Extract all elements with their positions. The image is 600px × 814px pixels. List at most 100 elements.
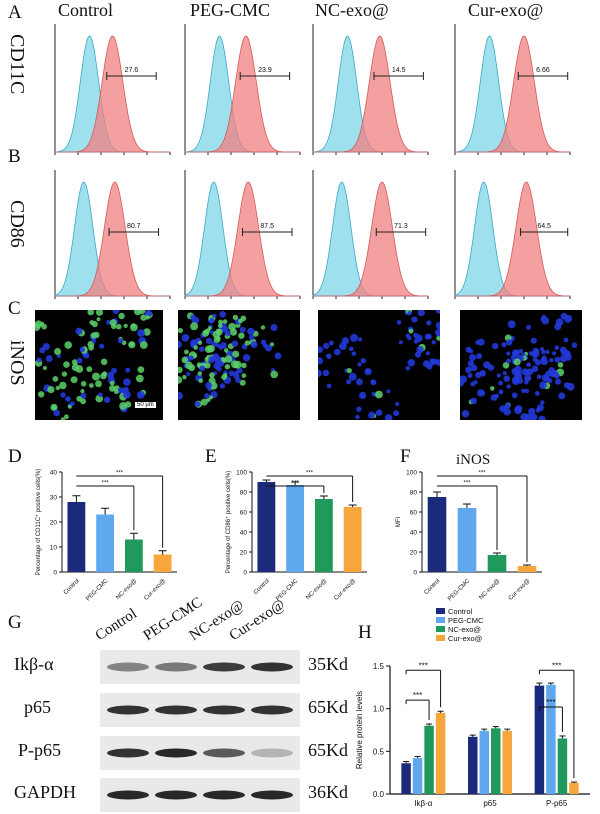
- protein-band: [107, 705, 149, 715]
- nucleus: [502, 371, 507, 376]
- nucleus: [407, 335, 412, 341]
- nucleus: [524, 380, 529, 385]
- inos-positive-cell: [34, 320, 43, 329]
- histogram-marker-curve: [455, 181, 571, 297]
- inos-positive-cell: [202, 329, 210, 337]
- significance-stars: ***: [552, 661, 561, 670]
- y-tick-label: 40: [410, 530, 418, 537]
- significance-stars: ***: [463, 481, 471, 487]
- nucleus: [563, 337, 569, 343]
- histogram-cd11c-1: 23.9: [184, 24, 301, 155]
- nucleus: [407, 359, 416, 367]
- protein-band: [155, 662, 197, 672]
- legend-swatch: [436, 626, 445, 632]
- nucleus: [487, 364, 495, 371]
- nucleus: [512, 377, 520, 385]
- x-tick-label: NC-exo@: [305, 578, 328, 601]
- inos-positive-cell: [52, 405, 57, 410]
- nucleus: [503, 407, 511, 416]
- flow-cytometry-histograms: 27.6 23.9 14.5 6.66 80.7 87.5 71.3 64.5: [54, 24, 571, 299]
- nucleus: [315, 357, 324, 365]
- scale-bar-label: 50 μm: [135, 402, 156, 408]
- nucleus: [70, 401, 75, 407]
- legend-swatch: [436, 635, 445, 641]
- inos-positive-cell: [181, 356, 189, 364]
- y-axis-label: Percentage of CD11C⁺ positive cells(%): [35, 469, 42, 575]
- inos-positive-cell: [230, 360, 239, 369]
- nucleus: [45, 355, 53, 362]
- significance-stars: ***: [546, 698, 555, 707]
- nucleus: [194, 401, 201, 407]
- histogram-marker-curve: [313, 35, 429, 153]
- x-tick-label: Control: [253, 578, 271, 596]
- nucleus: [350, 333, 358, 342]
- inos-positive-cell: [88, 344, 94, 351]
- nucleus: [103, 396, 111, 403]
- nucleus: [233, 371, 239, 376]
- significance-stars: ***: [292, 481, 300, 487]
- bar: [412, 758, 423, 794]
- nucleus: [398, 340, 403, 345]
- histogram-cd86-1: 87.5: [184, 170, 301, 299]
- bar: [457, 508, 477, 572]
- inos-positive-cell: [92, 372, 100, 381]
- size-label-ikb: 35Kd: [308, 654, 348, 674]
- nucleus: [360, 358, 366, 364]
- inos-positive-cell: [241, 362, 247, 369]
- group-header-nc-exo: NC-exo@: [315, 0, 389, 20]
- inos-positive-cell: [244, 340, 250, 346]
- bar: [343, 507, 362, 572]
- nucleus: [190, 339, 198, 347]
- nucleus: [532, 357, 538, 362]
- inos-positive-cell: [118, 312, 125, 320]
- nucleus: [524, 413, 533, 422]
- y-tick-label: 0: [243, 570, 247, 577]
- nucleus: [219, 383, 226, 389]
- nucleus: [117, 338, 124, 344]
- nucleus: [174, 340, 182, 348]
- nucleus: [435, 321, 444, 330]
- y-tick-label: 20: [410, 550, 418, 557]
- protein-band: [107, 790, 149, 800]
- inos-positive-cell: [86, 366, 93, 372]
- panel-letter-f: F: [400, 446, 411, 467]
- inos-positive-cell: [100, 358, 108, 366]
- gate-percentage: 64.5: [537, 223, 551, 230]
- inos-positive-cell: [54, 348, 62, 355]
- nucleus: [36, 357, 42, 363]
- inos-positive-cell: [176, 366, 183, 374]
- protein-label-ikb: Ikβ-α: [14, 654, 54, 674]
- nucleus: [274, 352, 282, 360]
- gate-percentage: 6.66: [536, 67, 550, 74]
- nucleus: [189, 355, 194, 361]
- nucleus: [228, 370, 235, 377]
- inos-positive-cell: [143, 328, 151, 336]
- nucleus: [511, 392, 518, 399]
- y-tick-label: 100: [406, 470, 417, 477]
- inos-positive-cell: [113, 389, 119, 395]
- nucleus: [411, 316, 418, 323]
- nucleus: [536, 374, 542, 379]
- nucleus: [425, 351, 430, 356]
- x-tick-label: Ikβ-α: [414, 799, 432, 808]
- inos-positive-cell: [59, 381, 67, 390]
- nucleus: [112, 307, 120, 314]
- histogram-marker-curve: [55, 35, 170, 153]
- inos-positive-cell: [224, 364, 231, 370]
- protein-band: [251, 790, 293, 800]
- inos-positive-cell: [38, 391, 45, 398]
- nucleus: [549, 358, 554, 363]
- nucleus: [469, 354, 477, 361]
- protein-label-p65: p65: [24, 697, 51, 717]
- nucleus: [322, 369, 330, 377]
- nucleus: [514, 365, 522, 374]
- nucleus: [501, 342, 507, 348]
- x-tick-label: NC-exo@: [115, 578, 138, 601]
- inos-positive-cell: [207, 326, 212, 331]
- legend-label: Cur-exo@: [448, 634, 482, 643]
- nucleus: [558, 392, 566, 400]
- bar: [468, 736, 478, 794]
- nucleus: [563, 349, 570, 357]
- nucleus: [507, 320, 516, 329]
- histogram-cd86-2: 71.3: [312, 170, 429, 299]
